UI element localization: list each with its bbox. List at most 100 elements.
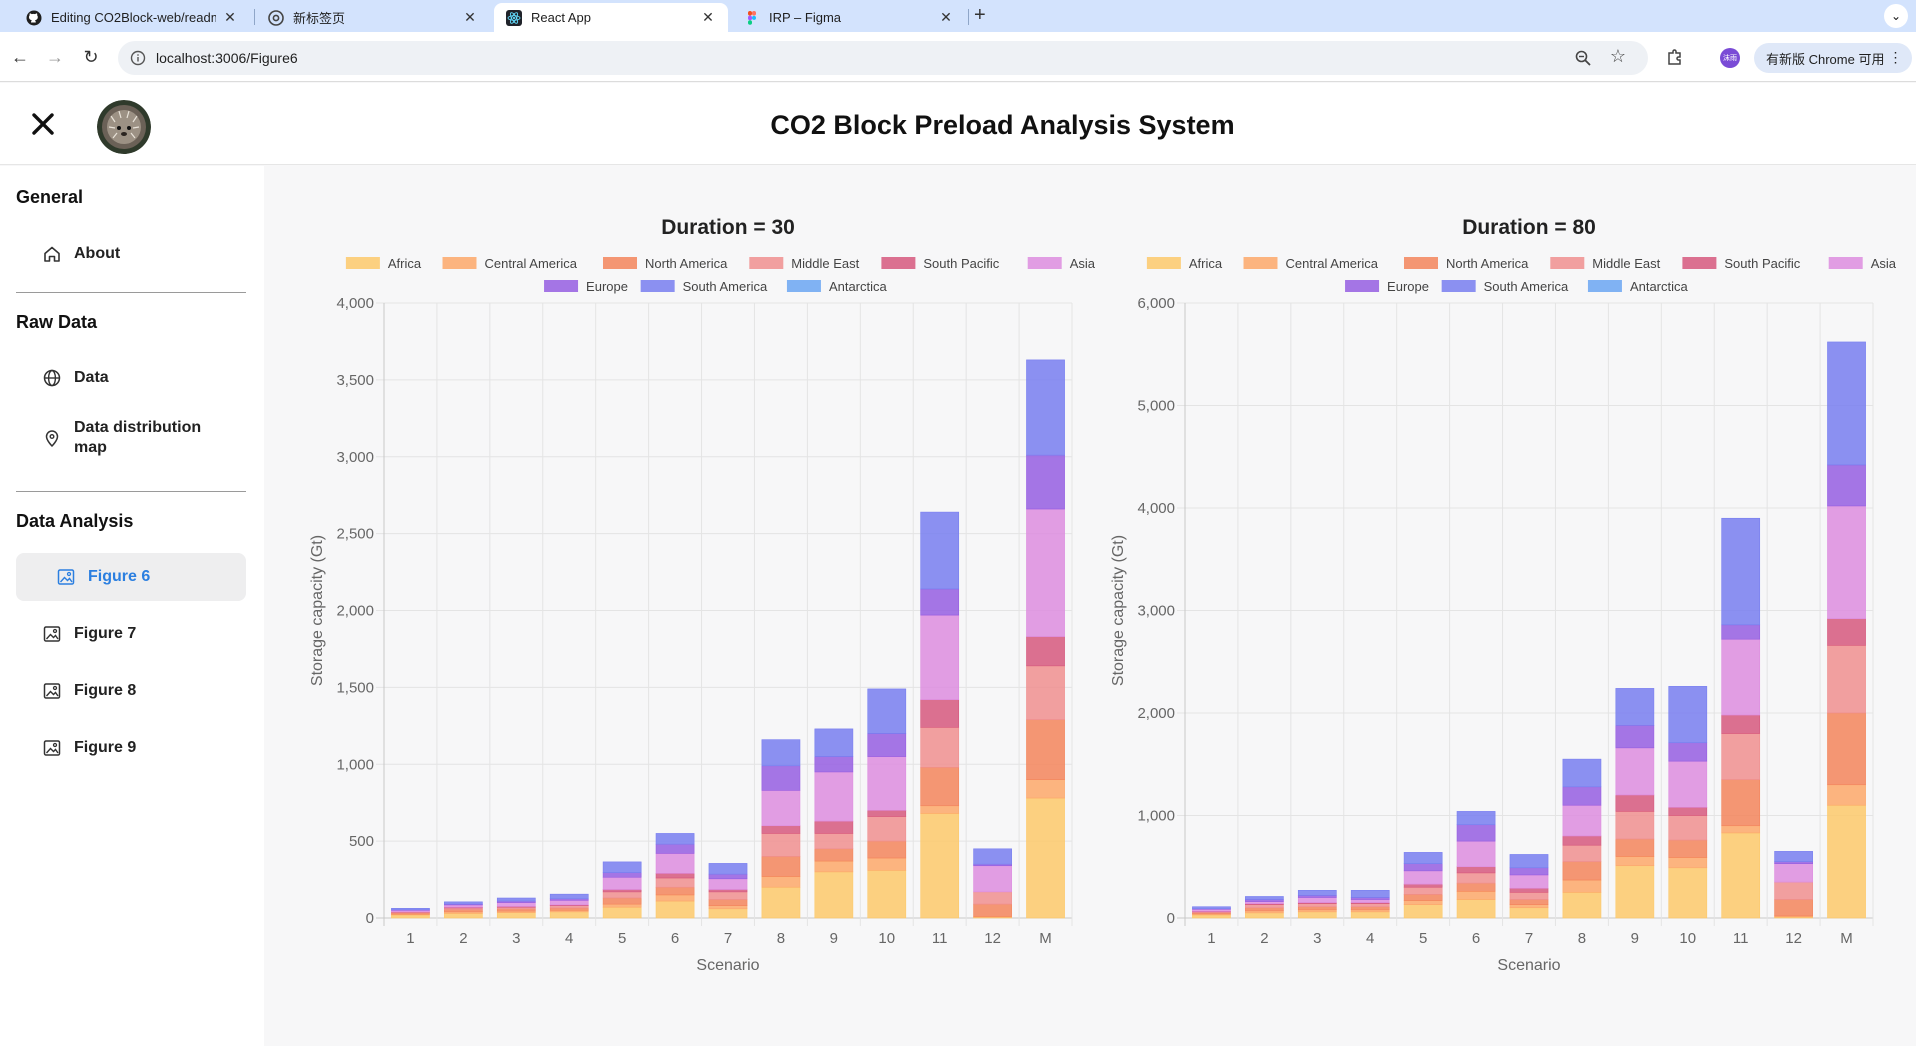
y-tick-label: 2,500 bbox=[336, 526, 374, 543]
chart-legend: Africa Central America North America Middle… bbox=[1146, 256, 1897, 294]
bar-segment bbox=[444, 901, 483, 905]
tab-separator bbox=[968, 9, 969, 25]
bar-segment bbox=[1562, 861, 1602, 881]
image-icon bbox=[57, 569, 75, 585]
close-icon[interactable]: ✕ bbox=[702, 9, 714, 25]
bookmark-star-icon[interactable]: ☆ bbox=[1609, 46, 1626, 66]
bar-segment bbox=[1615, 688, 1655, 726]
sidebar: General About Raw Data Data Data distrib… bbox=[0, 166, 264, 1046]
sidebar-item-data-distribution-map[interactable]: Data distribution map bbox=[16, 411, 246, 465]
chart-2: Duration = 80 Africa Central America North … bbox=[1110, 216, 1897, 974]
y-tick-label: 3,000 bbox=[1137, 603, 1175, 620]
bar-segment bbox=[655, 833, 695, 845]
profile-avatar[interactable]: 沫雨 bbox=[1720, 48, 1740, 68]
bar-segment bbox=[1297, 895, 1337, 898]
reload-icon[interactable]: ↻ bbox=[83, 46, 99, 67]
browser-tab-strip: Editing CO2Block-web/readm ✕ 新标签页 ✕ Reac… bbox=[0, 0, 1916, 32]
bar-segment bbox=[1192, 908, 1231, 912]
y-tick-label: 5,000 bbox=[1137, 398, 1175, 415]
sidebar-item-figure-9[interactable]: Figure 9 bbox=[16, 724, 246, 772]
sidebar-item-figure-8[interactable]: Figure 8 bbox=[16, 667, 246, 715]
sidebar-item-data[interactable]: Data bbox=[16, 354, 246, 402]
chrome-update-button[interactable]: 有新版 Chrome 可用 ⋮ bbox=[1754, 43, 1913, 73]
bar-segment bbox=[1615, 865, 1655, 919]
bar-segment bbox=[1827, 784, 1866, 806]
bar-segment bbox=[655, 853, 695, 874]
bar-segment bbox=[814, 820, 854, 834]
legend-swatch bbox=[1828, 257, 1863, 269]
bar-segment bbox=[496, 912, 536, 919]
avatar[interactable] bbox=[97, 100, 151, 154]
sidebar-item-label: Figure 6 bbox=[88, 568, 151, 585]
bar-segment bbox=[867, 816, 907, 842]
bar-segment bbox=[1774, 861, 1813, 864]
site-info-icon[interactable] bbox=[130, 50, 146, 66]
bar-segment bbox=[1245, 910, 1284, 914]
legend-swatch bbox=[1345, 280, 1380, 292]
url-text[interactable]: localhost:3006/Figure6 bbox=[156, 50, 298, 66]
tab-search-chevron-icon[interactable]: ⌄ bbox=[1884, 4, 1908, 28]
tab-title: Editing CO2Block-web/readm bbox=[51, 10, 216, 25]
bar-segment bbox=[1456, 811, 1496, 826]
x-tick-label: 3 bbox=[512, 930, 520, 947]
bar-segment bbox=[1774, 863, 1813, 883]
forward-arrow-icon[interactable]: → bbox=[46, 46, 64, 67]
x-tick-label: 1 bbox=[1207, 930, 1215, 947]
bar-segment bbox=[1297, 909, 1337, 913]
legend-swatch bbox=[1243, 257, 1278, 269]
bar-segment bbox=[1721, 733, 1761, 780]
bar-segment bbox=[655, 843, 695, 854]
github-icon bbox=[26, 10, 42, 26]
y-tick-label: 0 bbox=[366, 910, 374, 927]
sidebar-item-figure-7[interactable]: Figure 7 bbox=[16, 610, 246, 658]
bar-segment bbox=[867, 733, 907, 757]
browser-tab-figma[interactable]: IRP – Figma ✕ bbox=[732, 3, 966, 32]
tab-separator bbox=[254, 9, 255, 25]
bar-segment bbox=[602, 861, 642, 873]
bar-segment bbox=[761, 886, 801, 919]
legend-label: Central America bbox=[485, 256, 578, 271]
x-tick-label: 4 bbox=[1366, 930, 1374, 947]
sidebar-item-figure-6[interactable]: Figure 6 bbox=[16, 553, 246, 601]
bar-segment bbox=[602, 897, 642, 905]
bar-segment bbox=[655, 873, 695, 879]
close-icon[interactable]: ✕ bbox=[464, 9, 476, 25]
browser-tab-github[interactable]: Editing CO2Block-web/readm ✕ bbox=[14, 3, 250, 32]
zoom-icon[interactable] bbox=[1574, 49, 1592, 67]
sidebar-item-about[interactable]: About bbox=[16, 230, 246, 278]
legend-label: Antarctica bbox=[1630, 279, 1689, 294]
extensions-puzzle-icon[interactable] bbox=[1666, 48, 1684, 66]
new-tab-plus-icon[interactable]: + bbox=[974, 4, 986, 26]
bar-segment bbox=[655, 894, 695, 902]
back-arrow-icon[interactable]: ← bbox=[11, 46, 29, 67]
bar-segment bbox=[867, 870, 907, 919]
bar-segment bbox=[1615, 724, 1655, 749]
bar-segment bbox=[655, 900, 695, 919]
y-tick-label: 1,500 bbox=[336, 679, 374, 696]
legend-swatch bbox=[442, 257, 477, 269]
grid-lines bbox=[1177, 302, 1874, 926]
bar-segment bbox=[1297, 906, 1337, 911]
close-icon[interactable]: ✕ bbox=[224, 9, 236, 25]
bar-segment bbox=[1192, 914, 1231, 919]
browser-tab-react-app[interactable]: React App ✕ bbox=[494, 3, 728, 32]
bar-segment bbox=[761, 856, 801, 877]
close-icon[interactable]: ✕ bbox=[940, 9, 952, 25]
bar-segment bbox=[1026, 454, 1065, 510]
bar-segment bbox=[602, 891, 642, 899]
x-tick-label: 12 bbox=[1785, 930, 1802, 947]
close-icon[interactable] bbox=[28, 109, 58, 139]
y-tick-label: 3,000 bbox=[336, 449, 374, 466]
sidebar-item-label: Data bbox=[74, 369, 109, 386]
bar-segment bbox=[1509, 904, 1549, 909]
x-tick-label: 11 bbox=[1733, 930, 1749, 947]
legend-label: Middle East bbox=[791, 256, 859, 271]
address-bar[interactable]: localhost:3006/Figure6 ☆ bbox=[118, 41, 1648, 75]
bar-segment bbox=[1456, 899, 1496, 919]
bar-segment bbox=[1403, 883, 1443, 888]
browser-tab-newtab[interactable]: 新标签页 ✕ bbox=[256, 3, 490, 32]
bar-segment bbox=[549, 905, 589, 909]
legend-swatch bbox=[1404, 257, 1438, 269]
more-vertical-icon[interactable]: ⋮ bbox=[1888, 49, 1903, 65]
x-tick-label: 4 bbox=[565, 930, 573, 947]
